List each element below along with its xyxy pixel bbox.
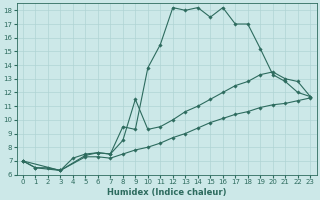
X-axis label: Humidex (Indice chaleur): Humidex (Indice chaleur): [107, 188, 226, 197]
